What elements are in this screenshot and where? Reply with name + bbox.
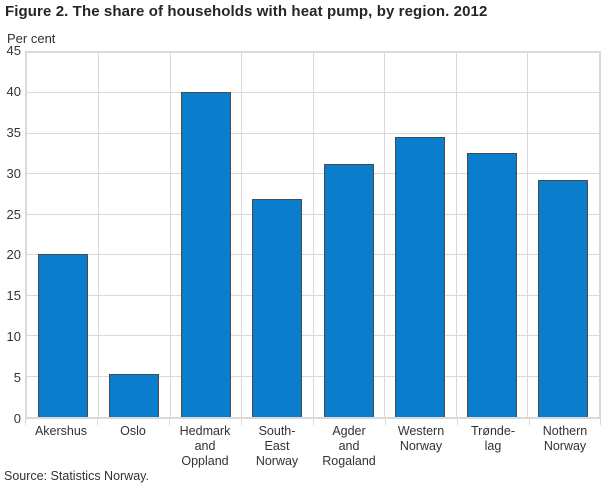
y-tick-label: 5 (13, 370, 21, 386)
x-tickmark (457, 419, 458, 425)
x-axis-label: South- East Norway (255, 424, 299, 468)
x-axis-label: Western Norway (397, 424, 445, 453)
v-gridline (455, 53, 457, 417)
bar-western (395, 137, 446, 417)
bar-trønde (466, 153, 517, 417)
x-tickmark (25, 419, 26, 425)
bar-hedmark (180, 91, 231, 417)
v-gridline (241, 53, 242, 417)
y-tick-label: 30 (6, 165, 21, 181)
x-axis-label: Nothern Norway (542, 424, 588, 453)
source-note: Source: Statistics Norway. (4, 469, 149, 483)
x-tickmark (385, 419, 386, 425)
plot-area (25, 51, 601, 419)
figure-title: Figure 2. The share of households with h… (5, 3, 488, 20)
v-gridline (98, 53, 99, 417)
bar-oslo (109, 374, 160, 417)
x-tickmark (241, 419, 242, 425)
y-tick-label: 20 (6, 247, 21, 263)
y-tick-label: 15 (6, 288, 21, 304)
x-axis-label: Oslo (120, 424, 146, 438)
y-tick-label: 10 (6, 329, 21, 345)
bar-agder (323, 163, 374, 417)
y-tick-label: 35 (6, 124, 21, 140)
x-axis-label: Trønde- lag (471, 424, 515, 453)
x-tickmark (97, 419, 98, 425)
v-gridline (527, 53, 528, 417)
y-tick-label: 40 (6, 83, 21, 99)
bar-south (252, 199, 303, 417)
x-tickmark (313, 419, 314, 425)
x-axis-label: Agder and Rogaland (322, 424, 376, 468)
v-gridline (169, 53, 171, 417)
y-tick-label: 0 (13, 411, 21, 426)
x-axis-label: Akershus (34, 424, 88, 438)
x-tickmark (600, 419, 601, 425)
v-gridline (312, 53, 314, 417)
y-axis-title: Per cent (7, 31, 56, 46)
x-tickmark (169, 419, 170, 425)
bar-akershus (37, 253, 88, 417)
y-tick-label: 45 (6, 43, 21, 58)
x-axis-label: Hedmark and Oppland (179, 424, 231, 468)
y-tick-label: 25 (6, 206, 21, 222)
bar-nothern (538, 180, 589, 417)
x-tickmark (529, 419, 530, 425)
v-gridline (384, 53, 385, 417)
x-axis-labels: Akershus Oslo Hedmark and Oppland South- Ea… (25, 424, 601, 469)
x-axis-tickmarks (25, 419, 601, 425)
y-axis-tick-labels: 0 5 10 15 20 25 30 35 40 45 (0, 43, 21, 426)
